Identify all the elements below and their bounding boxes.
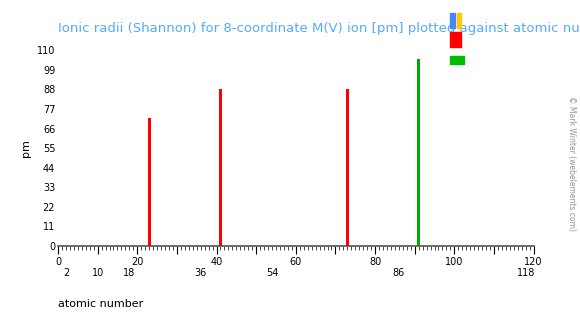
Text: Ionic radii (Shannon) for 8-coordinate M(V) ion [pm] plotted against atomic numb: Ionic radii (Shannon) for 8-coordinate M… — [58, 22, 580, 35]
Bar — [148, 118, 151, 246]
Text: atomic number: atomic number — [58, 299, 143, 309]
Bar — [219, 89, 222, 246]
Text: © Mark Winter (webelements.com): © Mark Winter (webelements.com) — [567, 96, 576, 231]
Bar — [417, 59, 420, 246]
Y-axis label: pm: pm — [21, 139, 31, 157]
Bar — [346, 89, 349, 246]
